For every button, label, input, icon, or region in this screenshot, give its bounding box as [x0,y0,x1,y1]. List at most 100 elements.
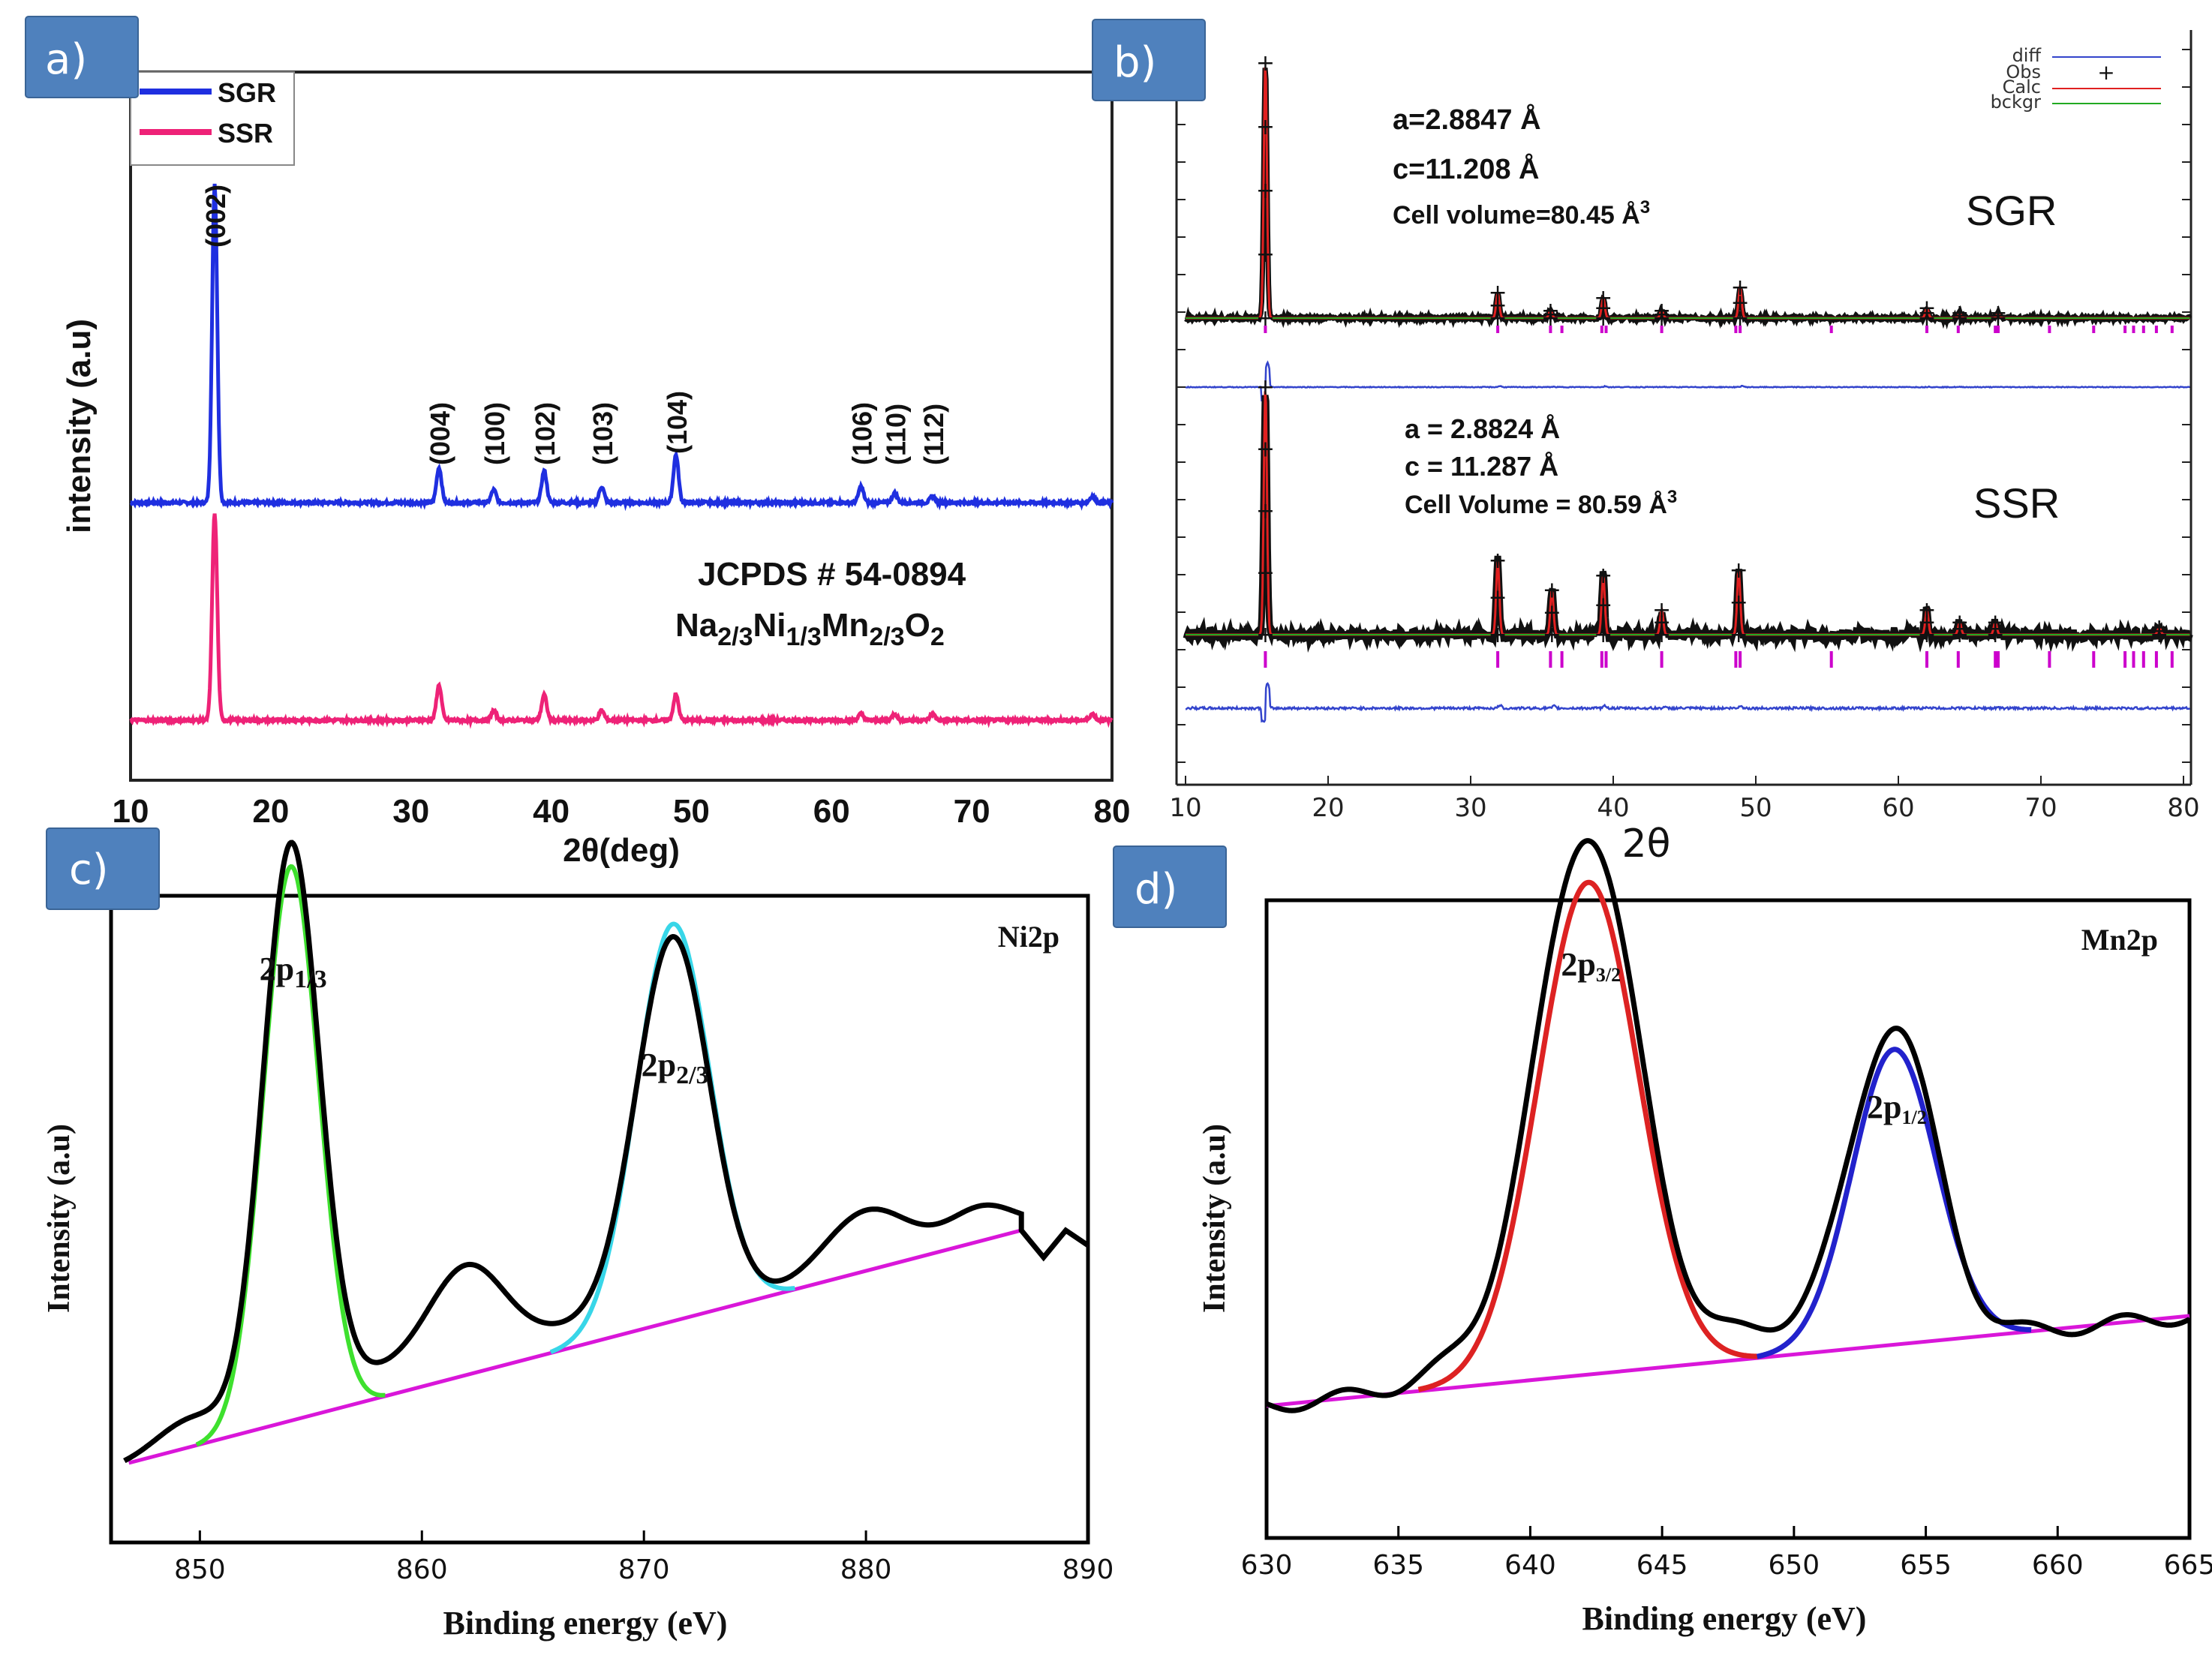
obs-plus-marker: + [2150,622,2168,648]
x-tick-label: 665 [2164,1550,2212,1581]
x-tick-label: 20 [1312,793,1344,823]
formula-ni: Ni [753,607,786,644]
obs-ssr-line [1183,395,2193,653]
panel-d-frame [1264,898,2192,1540]
sgr-c-param: c=11.208 Å [1393,152,1539,185]
obs-ssr-markers: ++++++++++++++++++++++++++ +++ +++ [1256,374,2168,648]
obs-plus-marker: + [1256,498,1275,524]
reflection-tick [2092,651,2096,668]
panel-c-xps-ni: Ni2p 2p1/3 2p2/3 850 860 870 880 890 Binding… [42,840,1114,1641]
reflection-tick [1496,651,1500,668]
peak-label: (110) [880,404,911,465]
ssr-volume-exp: 3 [1667,487,1677,507]
reflection-tick [1956,651,1960,668]
obs-plus-marker: + [1256,560,1275,587]
obs-plus-marker: + [1917,295,1936,321]
obs-plus-marker: + [1489,293,1507,319]
x-tick-label: 80 [2167,793,2199,823]
obs-plus-marker: + [1986,610,2005,636]
panel-d-x-label: Binding energy (eV) [1582,1600,1867,1637]
obs-plus-marker: + [1652,622,1671,648]
obs-plus-marker: + [1594,295,1612,321]
panel-badge-b: b) [1092,19,1206,101]
panel-d-xps-mn: Mn2p 2p3/2 2p1/2 630 635 640 645 650 655 660 66… [1198,838,2212,1637]
peak-label: (103) [588,402,618,465]
obs-plus-marker: + [1730,622,1748,648]
reflection-tick [2123,326,2127,333]
panel-c-x-ticks: 850 860 870 880 890 [174,1530,1114,1585]
x-tick-label: 20 [252,793,289,830]
obs-plus-marker: + [1256,50,1275,77]
obs-plus-marker: + [1489,280,1507,306]
x-tick-label: 650 [1768,1550,1820,1581]
obs-plus-marker: + [1256,242,1275,268]
mn-element-label: Mn2p [2081,923,2158,957]
panel-b-x-tick-labels: 10 20 30 40 50 60 70 80 [1169,776,2200,823]
reflection-tick [2141,326,2145,333]
x-tick-label: 70 [954,793,990,830]
reflection-tick [1560,326,1564,333]
obs-plus-marker: + [1950,610,1969,636]
legend-bckgr-label: bckgr [1991,92,2042,113]
obs-plus-marker: + [1986,622,2005,648]
obs-plus-marker: + [1731,290,1750,317]
x-tick-label: 645 [1636,1550,1688,1581]
ni-envelope [123,840,1089,1464]
jcpds-annotation: JCPDS # 54-0894 [698,556,966,593]
x-tick-label: 40 [533,793,570,830]
reflection-tick [1604,651,1608,668]
reflection-tick [1739,326,1742,333]
x-tick-label: 10 [113,793,149,830]
mn-peak-label-2: 2p1/2 [1867,1089,1927,1128]
obs-plus-marker: + [1543,578,1561,604]
x-tick-label: 10 [1169,793,1201,823]
formula-na: Na [675,607,718,644]
reflection-tick [1956,326,1960,333]
formula-mn-sub: 2/3 [869,623,904,651]
obs-plus-marker: + [1731,275,1750,301]
obs-plus-marker: + [1541,298,1560,324]
reflection-tick [1604,326,1608,333]
peak-label: (112) [918,404,949,465]
obs-plus-marker: + [1652,298,1671,324]
reflection-tick [2048,326,2051,333]
peak-label: (106) [847,402,878,465]
formula-ni-sub: 1/3 [786,623,822,651]
legend-ssr-label: SSR [218,118,273,149]
legend-obs-label: Obs [2006,62,2041,83]
series-sgr-line [129,183,1114,512]
formula-o: O [905,607,930,644]
sgr-volume: Cell volume=80.45 Å3 [1393,197,1650,230]
panel-badge-a: a) [25,16,139,98]
reflection-tick [1925,651,1928,668]
obs-plus-marker: + [1917,597,1936,623]
x-tick-label: 60 [813,793,850,830]
reflection-tick [1925,326,1928,333]
svg-text:a): a) [45,35,87,84]
series-ssr-line [129,513,1114,729]
reflection-tick [1600,326,1603,333]
reflection-tick [1549,326,1552,333]
ni-peak-label-2: 2p2/3 [642,1047,709,1089]
obs-plus-marker: + [1594,622,1612,648]
formula-o-sub: 2 [930,623,945,651]
obs-plus-marker: + [1652,597,1671,623]
x-tick-label: 70 [2024,793,2057,823]
x-tick-label: 50 [673,793,710,830]
x-tick-label: 80 [1094,793,1131,830]
obs-plus-marker: + [1988,303,2007,329]
obs-plus-marker: + [1541,302,1560,328]
panel-a-y-label: intensity (a.u) [61,319,98,533]
reflection-tick [2154,326,2158,333]
x-tick-label: 655 [1900,1550,1952,1581]
obs-plus-marker: + [1489,622,1507,648]
reflection-tick [2170,651,2174,668]
ni-element-label: Ni2p [998,920,1059,954]
x-tick-label: 860 [396,1554,448,1585]
x-tick-label: 60 [1882,793,1914,823]
reflection-tick [2132,651,2135,668]
obs-plus-marker: + [2150,614,2168,641]
reflection-tick [1496,326,1500,333]
ni-fit-2p13 [195,864,386,1447]
